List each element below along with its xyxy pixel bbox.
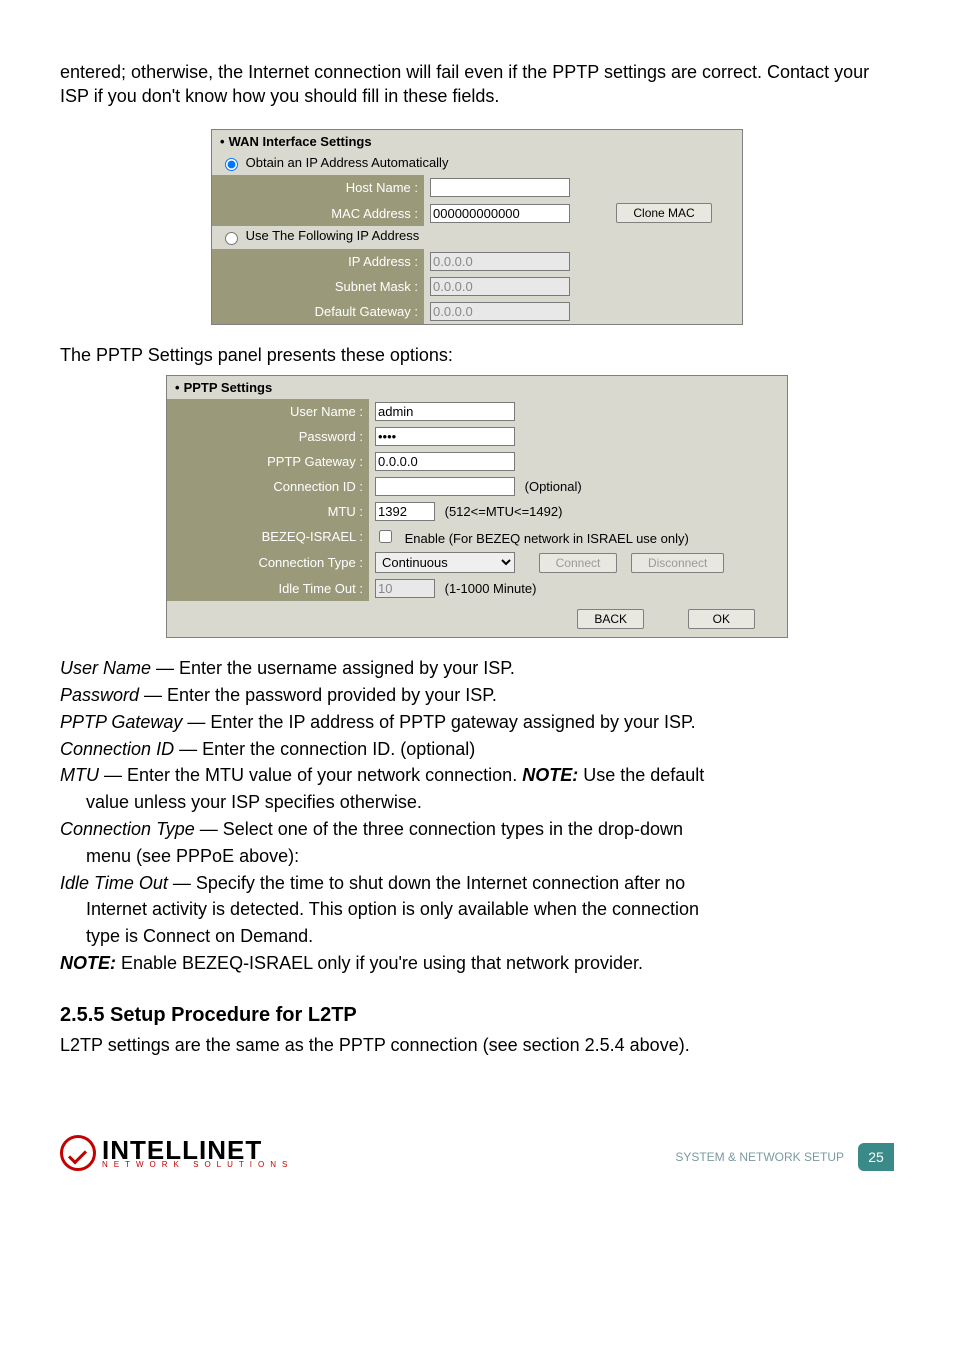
def-note-text: Enable BEZEQ-ISRAEL only if you're using… (116, 953, 643, 973)
wan-panel: •WAN Interface Settings Obtain an IP Add… (211, 129, 743, 325)
def-idle-t1: — Specify the time to shut down the Inte… (168, 873, 685, 893)
gateway-input[interactable] (430, 302, 570, 321)
def-idle-t3: type is Connect on Demand. (60, 924, 894, 949)
def-ct-label: Connection Type (60, 819, 195, 839)
footer-section-label: SYSTEM & NETWORK SETUP (675, 1150, 844, 1164)
wan-radio-auto[interactable] (225, 158, 238, 171)
pptp-title: •PPTP Settings (167, 376, 787, 399)
idle-input[interactable] (375, 579, 435, 598)
page-number: 25 (858, 1143, 894, 1171)
section-text: L2TP settings are the same as the PPTP c… (60, 1033, 894, 1057)
mtu-hint: (512<=MTU<=1492) (445, 504, 563, 519)
conn-type-label: Connection Type : (167, 549, 369, 576)
def-mtu-label: MTU (60, 765, 99, 785)
def-note-label: NOTE: (60, 953, 116, 973)
host-name-input[interactable] (430, 178, 570, 197)
def-user-text: — Enter the username assigned by your IS… (151, 658, 515, 678)
def-password-label: Password (60, 685, 139, 705)
conn-type-select[interactable]: Continuous (375, 552, 515, 573)
connect-button[interactable]: Connect (539, 553, 618, 573)
def-connid-label: Connection ID (60, 739, 174, 759)
bezeq-text: Enable (For BEZEQ network in ISRAEL use … (405, 531, 689, 546)
def-ct-t1: — Select one of the three connection typ… (195, 819, 683, 839)
host-name-label: Host Name : (212, 175, 424, 200)
definitions: User Name — Enter the username assigned … (60, 656, 894, 976)
disconnect-button[interactable]: Disconnect (631, 553, 724, 573)
idle-label: Idle Time Out : (167, 576, 369, 601)
subnet-input[interactable] (430, 277, 570, 296)
def-mtu-note: NOTE: (522, 765, 578, 785)
footer: INTELLINET NETWORK SOLUTIONS SYSTEM & NE… (0, 1095, 954, 1191)
ip-label: IP Address : (212, 249, 424, 274)
pptp-gateway-input[interactable] (375, 452, 515, 471)
def-password-text: — Enter the password provided by your IS… (139, 685, 497, 705)
wan-radio-static-label: Use The Following IP Address (246, 228, 420, 243)
password-label: Password : (167, 424, 369, 449)
ip-input[interactable] (430, 252, 570, 271)
logo-check-icon (60, 1135, 96, 1171)
pptp-intro: The PPTP Settings panel presents these o… (60, 343, 894, 367)
def-user-label: User Name (60, 658, 151, 678)
def-connid-text: — Enter the connection ID. (optional) (174, 739, 475, 759)
conn-id-input[interactable] (375, 477, 515, 496)
bezeq-label: BEZEQ-ISRAEL : (167, 524, 369, 549)
def-idle-label: Idle Time Out (60, 873, 168, 893)
mtu-input[interactable] (375, 502, 435, 521)
gateway-label: Default Gateway : (212, 299, 424, 324)
wan-title: •WAN Interface Settings (212, 130, 742, 153)
conn-id-hint: (Optional) (525, 479, 582, 494)
logo-sub: NETWORK SOLUTIONS (102, 1161, 293, 1169)
def-gateway-text: — Enter the IP address of PPTP gateway a… (182, 712, 695, 732)
def-gateway-label: PPTP Gateway (60, 712, 182, 732)
clone-mac-button[interactable]: Clone MAC (616, 203, 711, 223)
def-mtu-t3: value unless your ISP specifies otherwis… (60, 790, 894, 815)
pptp-gateway-label: PPTP Gateway : (167, 449, 369, 474)
wan-radio-static[interactable] (225, 232, 238, 245)
conn-id-label: Connection ID : (167, 474, 369, 499)
user-input[interactable] (375, 402, 515, 421)
mac-label: MAC Address : (212, 200, 424, 226)
intro-text: entered; otherwise, the Internet connect… (60, 60, 894, 109)
def-mtu-t2: Use the default (578, 765, 704, 785)
def-mtu-t1: — Enter the MTU value of your network co… (99, 765, 522, 785)
logo: INTELLINET NETWORK SOLUTIONS (60, 1135, 293, 1171)
def-idle-t2: Internet activity is detected. This opti… (60, 897, 894, 922)
ok-button[interactable]: OK (688, 609, 755, 629)
bezeq-checkbox[interactable] (379, 530, 392, 543)
mac-input[interactable] (430, 204, 570, 223)
section-heading: 2.5.5 Setup Procedure for L2TP (60, 1004, 894, 1027)
password-input[interactable] (375, 427, 515, 446)
back-button[interactable]: BACK (577, 609, 644, 629)
def-ct-t2: menu (see PPPoE above): (60, 844, 894, 869)
wan-form: Host Name : MAC Address : Clone MAC (212, 175, 742, 226)
user-label: User Name : (167, 399, 369, 424)
wan-radio-auto-label: Obtain an IP Address Automatically (246, 155, 449, 170)
pptp-panel: •PPTP Settings User Name : Password : PP… (166, 375, 788, 638)
mtu-label: MTU : (167, 499, 369, 524)
idle-hint: (1-1000 Minute) (445, 581, 537, 596)
subnet-label: Subnet Mask : (212, 274, 424, 299)
